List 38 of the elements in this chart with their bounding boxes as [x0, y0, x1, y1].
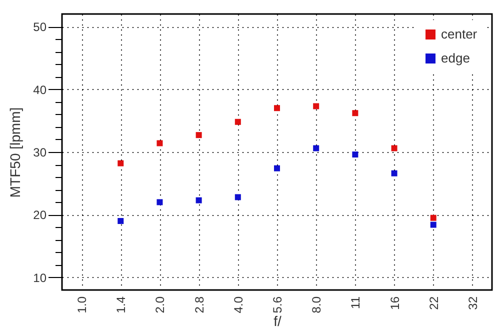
x-tick-label: 4.0 [231, 296, 246, 314]
point [156, 199, 163, 206]
point [234, 118, 241, 125]
point [196, 197, 202, 204]
x-tick-label: 22 [426, 296, 441, 310]
y-axis-title: MTF50 [lpmm] [7, 107, 24, 198]
x-tick-label: 1.4 [114, 296, 128, 314]
x-tick-label: 1.0 [75, 296, 90, 314]
point [352, 152, 358, 158]
x-tick-label: 2.8 [192, 296, 206, 314]
point [430, 214, 436, 221]
point [118, 160, 124, 166]
point [234, 194, 241, 200]
legend-label: center [441, 26, 478, 42]
x-tick-label: 16 [388, 296, 402, 310]
x-tick-label: 11 [348, 296, 363, 309]
x-tick-label: 32 [466, 296, 480, 310]
x-tick-label: 8.0 [310, 296, 324, 314]
point [274, 165, 280, 172]
point [430, 222, 436, 228]
y-tick-label: 50 [33, 20, 47, 34]
y-tick-label: 40 [33, 82, 47, 97]
point [196, 132, 202, 138]
point [391, 170, 398, 176]
point [391, 145, 398, 152]
x-axis-title: f/ [274, 313, 282, 330]
point [156, 140, 163, 146]
legend-label: edge [441, 50, 470, 66]
x-tick-label: 5.6 [270, 296, 284, 314]
x-tick-label: 2.0 [153, 296, 168, 314]
point [118, 218, 124, 224]
y-tick-label: 20 [33, 208, 47, 222]
point [352, 110, 358, 116]
point [274, 105, 280, 112]
y-tick-label: 10 [33, 270, 47, 285]
point [313, 145, 320, 152]
point [313, 103, 320, 110]
y-tick-label: 30 [33, 146, 47, 160]
